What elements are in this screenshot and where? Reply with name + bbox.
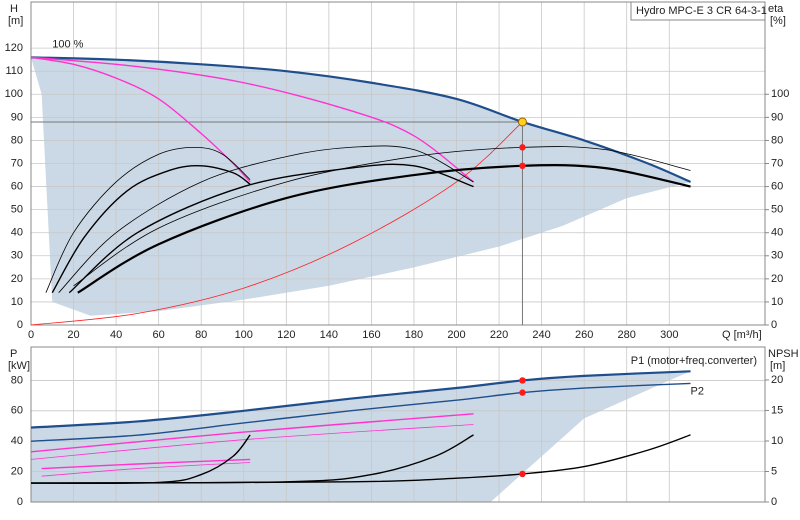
y2-tick-label: 30: [771, 250, 783, 262]
x-tick-label: 140: [320, 329, 338, 341]
y-tick-label: 60: [11, 180, 23, 192]
y-axis-unit: [m]: [8, 15, 23, 27]
y-tick-label: 50: [11, 204, 23, 216]
y2-axis-label: eta: [768, 3, 784, 15]
chart-title: Hydro MPC-E 3 CR 64-3-1: [636, 5, 767, 17]
curve: [77, 164, 691, 294]
annotation: 100 %: [52, 38, 83, 50]
curve: [30, 413, 474, 453]
y-tick-label: 20: [11, 466, 23, 478]
y-tick-label: 0: [17, 319, 23, 331]
x-tick-label: 60: [153, 329, 165, 341]
series-label: P2: [691, 385, 704, 397]
y-tick-label: 70: [11, 157, 23, 169]
curve: [30, 424, 474, 460]
y2-axis-label: NPSH: [768, 348, 799, 360]
y-tick-label: 80: [11, 134, 23, 146]
x-tick-label: 220: [490, 329, 508, 341]
curve: [73, 146, 691, 287]
y2-tick-label: 5: [771, 465, 777, 477]
curve: [51, 165, 251, 294]
plot-frame: [30, 1, 766, 326]
y2-tick-label: 60: [771, 180, 783, 192]
y2-tick-label: 40: [771, 227, 783, 239]
x-tick-label: 120: [277, 329, 295, 341]
y-tick-label: 20: [11, 273, 23, 285]
x-tick-label: 260: [575, 329, 593, 341]
x-tick-label: 40: [110, 329, 122, 341]
curve: [45, 146, 251, 293]
curve: [68, 163, 474, 294]
duty-point: [519, 470, 526, 478]
curve: [30, 56, 251, 183]
y2-tick-label: 100: [771, 88, 789, 100]
y-axis-label: H: [10, 3, 18, 15]
y-tick-label: 120: [5, 42, 23, 54]
x-tick-label: 200: [447, 329, 465, 341]
y2-tick-label: 50: [771, 204, 783, 216]
x-tick-label: 80: [195, 329, 207, 341]
curve: [41, 458, 251, 470]
x-tick-label: 180: [405, 329, 423, 341]
x-tick-label: 20: [67, 329, 79, 341]
curve: [30, 56, 691, 183]
y2-tick-label: 0: [771, 496, 777, 508]
y-tick-label: 110: [5, 65, 23, 77]
plot-frame: [30, 346, 766, 503]
x-tick-label: 280: [618, 329, 636, 341]
y-tick-label: 40: [11, 435, 23, 447]
x-tick-label: 160: [362, 329, 380, 341]
curve: [30, 382, 691, 442]
y-tick-label: 30: [11, 250, 23, 262]
duty-point: [519, 144, 526, 151]
x-axis-label: Q [m³/h]: [722, 329, 762, 341]
y2-tick-label: 70: [771, 157, 783, 169]
y2-tick-label: 20: [771, 374, 783, 386]
curve: [30, 56, 474, 183]
x-tick-label: 0: [28, 329, 34, 341]
y-tick-label: 60: [11, 405, 23, 417]
curve: [58, 145, 474, 293]
y-tick-label: 0: [17, 496, 23, 508]
y-tick-label: 100: [5, 88, 23, 100]
x-tick-label: 300: [660, 329, 678, 341]
x-tick-label: 100: [235, 329, 253, 341]
y2-tick-label: 0: [771, 319, 777, 331]
y-tick-label: 80: [11, 374, 23, 386]
y2-axis-unit: [%]: [770, 15, 786, 27]
curve: [30, 434, 691, 484]
duty-point: [517, 117, 527, 127]
y-tick-label: 90: [11, 111, 23, 123]
y-axis-unit: [kW]: [8, 360, 30, 372]
y-tick-label: 10: [11, 296, 23, 308]
title-box: [630, 1, 766, 21]
y2-tick-label: 10: [771, 296, 783, 308]
y2-tick-label: 20: [771, 273, 783, 285]
y-axis-label: P: [10, 348, 17, 360]
duty-point: [519, 389, 526, 396]
y2-axis-unit: [m]: [770, 360, 785, 372]
curve: [30, 370, 691, 429]
y2-tick-label: 80: [771, 134, 783, 146]
duty-point: [519, 162, 526, 170]
curve: [41, 462, 251, 477]
x-tick-label: 240: [532, 329, 550, 341]
y2-tick-label: 10: [771, 435, 783, 447]
series-label: P1 (motor+freq.converter): [631, 355, 757, 367]
y2-tick-label: 90: [771, 111, 783, 123]
operating-area: [31, 371, 691, 502]
y-tick-label: 40: [11, 227, 23, 239]
y2-tick-label: 15: [771, 404, 783, 416]
duty-point: [519, 377, 526, 384]
